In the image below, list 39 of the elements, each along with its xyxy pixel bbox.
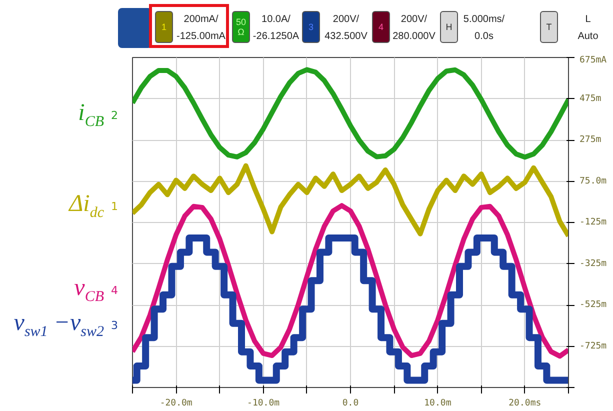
text: 3	[111, 319, 118, 332]
text: 0.0s	[474, 31, 494, 42]
y-tick-label: -525m	[580, 300, 607, 310]
text: 200V/	[400, 14, 428, 25]
series-label: i$_{CB}$	[78, 99, 104, 132]
text: -125.00mA	[176, 31, 226, 42]
x-tick-label: -10.0m	[247, 398, 280, 408]
y-tick-label: -325m	[580, 258, 607, 269]
text: 432.500V	[324, 31, 368, 42]
text: 10.0A/	[262, 14, 290, 25]
text: 4	[111, 284, 118, 297]
text: 5.000ms/	[463, 14, 505, 25]
series-label: Δi$_{dc}$	[69, 190, 104, 223]
text: 3	[302, 11, 320, 43]
text: 200mA/	[184, 14, 218, 25]
text: Auto	[578, 31, 598, 42]
y-tick-label: 275m	[580, 135, 602, 145]
series-label: v$_{CB}$	[74, 274, 104, 307]
text: 280.000V	[392, 31, 436, 42]
text: T	[540, 11, 558, 43]
text: -26.1250A	[252, 31, 300, 42]
y-tick-label: 75.0m	[580, 176, 607, 186]
text: 2	[111, 109, 118, 122]
x-tick-label: 0.0	[342, 398, 359, 408]
text: L	[585, 14, 591, 25]
series-label: v$_{sw1}$ −v$_{sw2}$	[14, 309, 104, 342]
y-tick-label: 475m	[580, 94, 602, 104]
x-tick-label: 20.0ms	[508, 398, 542, 408]
text: 200V/	[332, 14, 360, 25]
y-tick-label: -125m	[580, 218, 607, 228]
text: 1	[111, 200, 118, 213]
y-tick-label: 675mA	[580, 56, 608, 66]
text: H	[440, 11, 458, 43]
x-tick-label: 10.0m	[424, 398, 452, 408]
x-tick-label: -20.0m	[160, 398, 192, 408]
y-tick-label: -725m	[580, 341, 607, 352]
text: 4	[372, 11, 390, 43]
text: 50Ω	[232, 11, 250, 43]
text: 1	[155, 11, 173, 43]
